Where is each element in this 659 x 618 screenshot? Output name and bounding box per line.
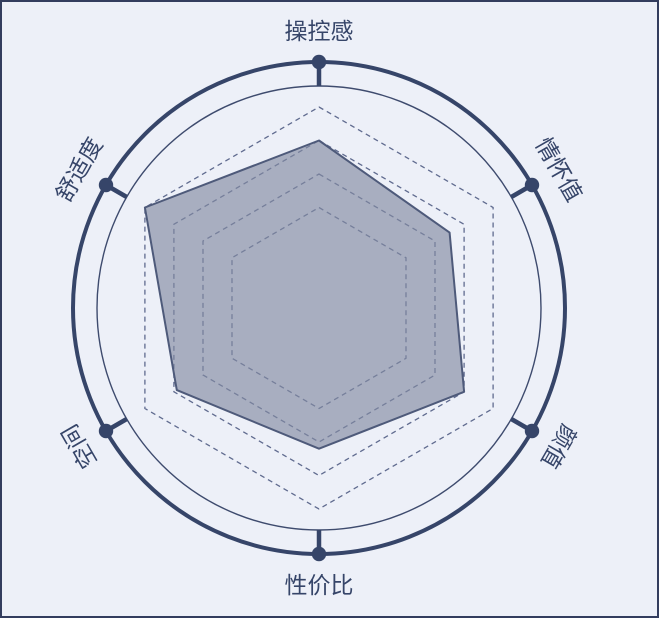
axis-dot-nostalgia	[524, 177, 540, 193]
axis-dot-appearance	[524, 423, 540, 439]
axis-label-handling: 操控感	[285, 18, 354, 44]
axis-ticks-and-dots-layer	[98, 54, 540, 562]
axis-label-cost-performance: 性价比	[285, 572, 354, 598]
axis-label-space: 空间	[56, 420, 102, 473]
axis-label-appearance: 颜值	[536, 420, 582, 473]
axis-dot-space	[98, 423, 114, 439]
axis-dot-handling	[311, 54, 327, 70]
data-polygon	[143, 139, 466, 450]
data-polygon-layer	[143, 139, 466, 450]
axis-dot-comfort	[98, 177, 114, 193]
axis-dot-cost-performance	[311, 546, 327, 562]
grid-ring-6	[144, 106, 494, 510]
